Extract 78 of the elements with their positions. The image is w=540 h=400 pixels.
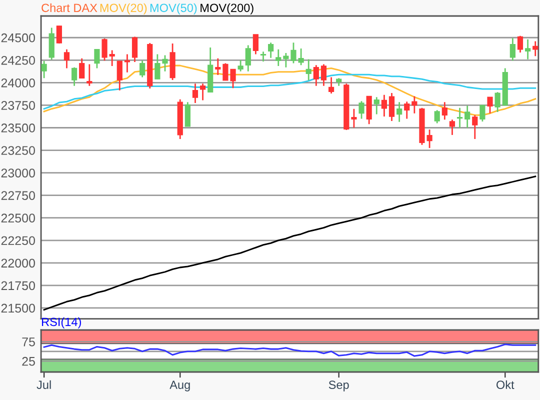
candlestick <box>48 27 54 60</box>
candlestick <box>94 48 100 69</box>
candlestick <box>79 58 85 79</box>
candlestick <box>456 107 463 128</box>
candlestick <box>510 37 516 62</box>
y-tick-label: 25 <box>22 356 35 366</box>
candlestick <box>434 109 440 124</box>
candlestick <box>102 38 108 62</box>
candlestick <box>56 25 62 44</box>
candlestick <box>313 64 319 87</box>
x-tick-label: Okt <box>496 380 514 390</box>
candlestick <box>162 54 168 72</box>
candlestick <box>442 101 448 120</box>
candlestick <box>268 42 274 59</box>
text: MOV(200) <box>200 3 254 14</box>
line-series <box>43 344 536 357</box>
candlestick <box>64 48 70 69</box>
candlestick <box>517 35 524 54</box>
candlestick <box>396 101 402 123</box>
candlestick <box>238 59 244 72</box>
candlestick <box>328 76 334 94</box>
candlestick <box>132 36 138 63</box>
y-tick-label: 22500 <box>1 214 35 223</box>
y-tick-label: 22750 <box>1 191 35 200</box>
candlestick <box>192 82 198 104</box>
candlestick <box>358 100 364 120</box>
candlestick <box>154 54 160 80</box>
candlestick <box>140 60 146 78</box>
y-tick-label: 23750 <box>1 101 35 110</box>
x-tick-label: Sep <box>328 380 349 392</box>
candlestick <box>366 96 372 125</box>
candlestick <box>464 104 470 128</box>
y-tick-label: 22250 <box>1 236 35 246</box>
candlestick <box>71 66 78 87</box>
candlestick <box>404 100 410 120</box>
candlestick <box>388 92 395 122</box>
candlestick <box>449 118 456 136</box>
candlestick <box>494 91 500 113</box>
y-tick-label: 23000 <box>1 168 35 178</box>
chart-title: RSI(14) <box>42 317 81 328</box>
candlestick <box>351 108 357 128</box>
candlestick <box>320 64 327 87</box>
candlestick <box>109 50 115 67</box>
candlestick <box>184 101 190 128</box>
y-tick-label: 24250 <box>1 56 35 65</box>
candlestick <box>412 96 418 114</box>
y-tick-label: 24000 <box>1 78 35 88</box>
candlestick <box>276 48 282 67</box>
y-tick-label: 21500 <box>1 304 35 313</box>
y-tick-label: 22000 <box>1 258 35 268</box>
text: MOV(50) <box>150 3 197 14</box>
candlestick <box>472 114 478 140</box>
candlestick <box>306 58 312 82</box>
y-tick-label: 23250 <box>1 146 35 155</box>
candlestick <box>116 60 122 92</box>
y-tick-label: 23500 <box>1 124 35 132</box>
candlestick <box>480 104 486 122</box>
text: MOV(20) <box>100 3 147 14</box>
x-tick-label: Aug <box>170 380 190 392</box>
candlestick <box>245 44 251 72</box>
candlestick <box>487 96 493 114</box>
candlestick <box>260 50 266 62</box>
y-tick-label: 75 <box>22 338 35 346</box>
x-tick-label: Jul <box>36 380 51 390</box>
candlestick <box>41 60 47 79</box>
chart-title: Chart DAX <box>42 3 98 12</box>
y-tick-label: 21750 <box>1 281 35 290</box>
candlestick <box>215 58 221 76</box>
candlestick <box>124 54 130 74</box>
candlestick <box>252 34 259 55</box>
candlestick <box>524 38 531 60</box>
candlestick <box>200 82 206 101</box>
candlestick <box>532 40 538 57</box>
y-tick-label: 24500 <box>1 33 35 42</box>
candlestick <box>381 94 387 118</box>
line-series <box>43 176 536 311</box>
candlestick <box>86 64 92 87</box>
candlestick <box>374 96 380 115</box>
